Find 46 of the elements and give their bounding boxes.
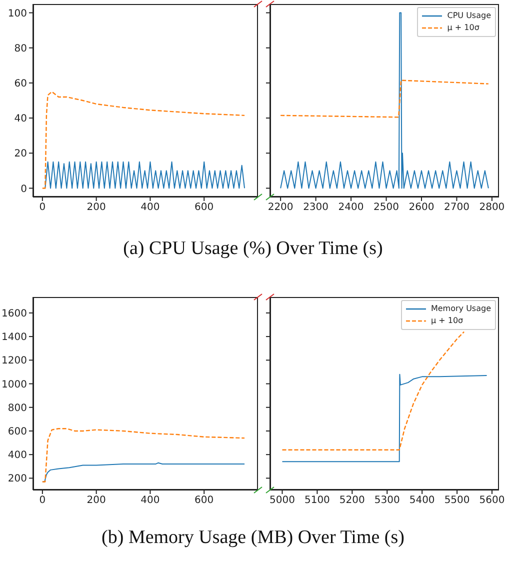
x-tick-label: 5100 [304, 495, 330, 506]
line-series [42, 462, 246, 482]
x-tick-label: 400 [140, 202, 160, 214]
y-tick-label: 1600 [2, 308, 27, 320]
x-tick-label: 5400 [409, 495, 435, 506]
x-tick-label: 5500 [444, 495, 470, 506]
x-tick-label: 600 [194, 495, 214, 506]
x-tick-label: 0 [39, 202, 46, 214]
x-tick-label: 5300 [374, 495, 400, 506]
y-tick-label: 40 [14, 114, 27, 125]
y-tick-label: 400 [8, 450, 27, 462]
x-tick-label: 2600 [408, 202, 434, 214]
y-tick-label: 100 [8, 8, 27, 20]
y-tick-label: 1400 [2, 332, 27, 344]
y-tick-label: 20 [14, 148, 27, 160]
y-tick-label: 800 [8, 402, 27, 414]
x-tick-label: 600 [194, 202, 214, 214]
legend-label: μ + 10σ [430, 315, 464, 327]
x-tick-label: 5600 [479, 495, 505, 506]
y-tick-label: 0 [20, 184, 27, 195]
x-tick-label: 200 [86, 495, 106, 506]
y-tick-label: 80 [14, 43, 27, 54]
y-tick-label: 1200 [2, 356, 27, 367]
x-tick-label: 0 [39, 495, 46, 506]
legend-label: CPU Usage [447, 10, 491, 22]
legend-label: Memory Usage [430, 303, 491, 315]
legend-label: μ + 10σ [447, 22, 480, 34]
x-tick-label: 200 [86, 202, 106, 214]
x-tick-label: 5200 [339, 495, 365, 506]
x-tick-label: 2500 [374, 202, 399, 214]
x-tick-label: 5000 [270, 495, 295, 506]
x-tick-label: 2200 [268, 202, 294, 214]
x-tick-label: 400 [140, 495, 160, 506]
x-tick-label: 2300 [303, 202, 329, 214]
text: (b) Memory Usage (MB) Over Time (s) [100, 527, 406, 549]
y-tick-label: 200 [8, 474, 27, 485]
line-series [44, 161, 246, 189]
y-tick-label: 60 [14, 78, 27, 90]
text: (a) CPU Usage (%) Over Time (s) [122, 238, 384, 260]
line-series [42, 428, 246, 482]
x-tick-label: 2800 [479, 202, 505, 214]
y-tick-label: 600 [8, 426, 27, 438]
x-tick-label: 2400 [338, 202, 364, 214]
x-tick-label: 2700 [444, 202, 470, 214]
y-tick-label: 1000 [2, 379, 27, 390]
line-series [42, 91, 246, 189]
